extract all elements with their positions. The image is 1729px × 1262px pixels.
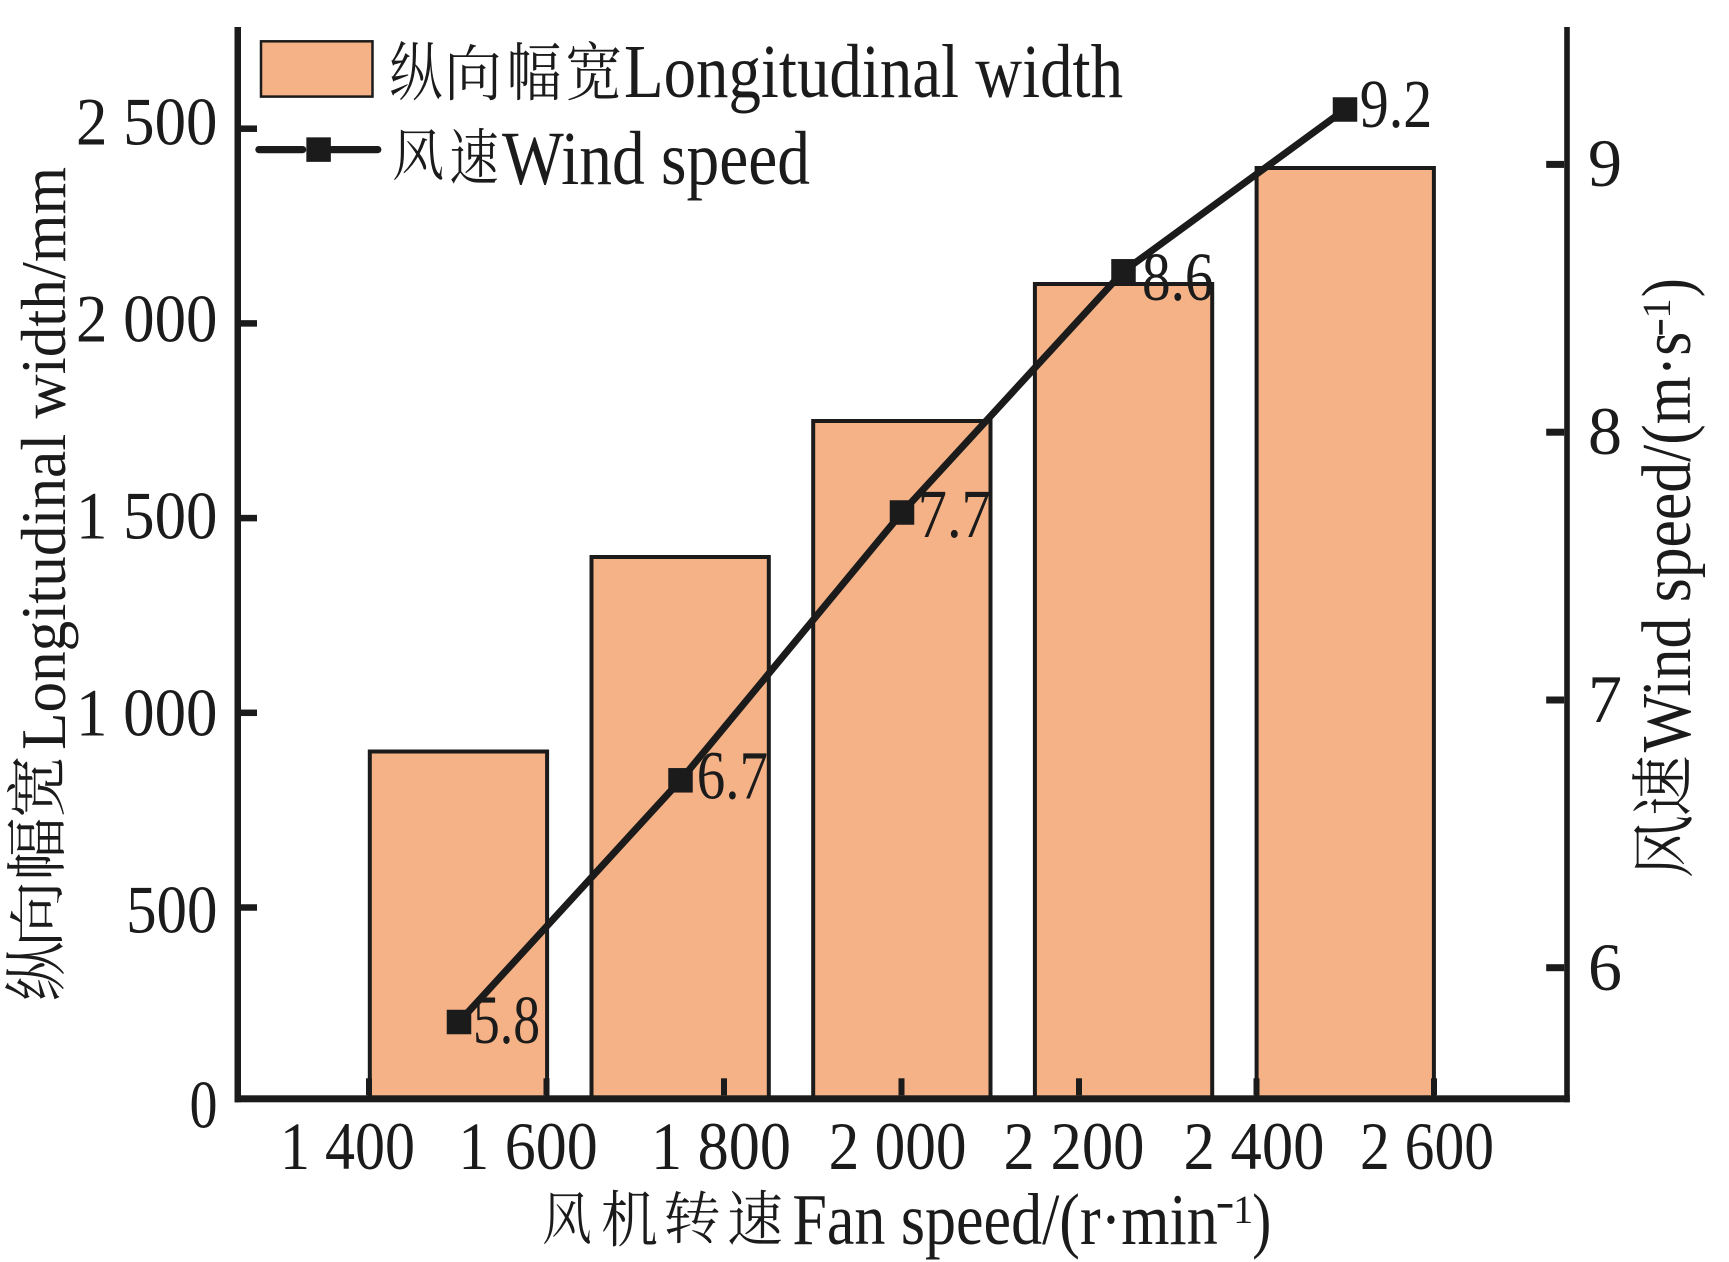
svg-text:5.8: 5.8 <box>473 982 540 1058</box>
svg-text:1 600: 1 600 <box>458 1108 598 1184</box>
svg-text:2 000: 2 000 <box>829 1108 967 1184</box>
svg-text:7: 7 <box>1588 661 1622 737</box>
svg-text:1 000: 1 000 <box>76 675 218 751</box>
svg-text:6.7: 6.7 <box>697 738 768 814</box>
svg-text:): ) <box>1252 1179 1271 1260</box>
svg-text:1 400: 1 400 <box>280 1108 415 1184</box>
svg-text:Fan speed/(r·min: Fan speed/(r·min <box>792 1179 1217 1260</box>
svg-text:1 500: 1 500 <box>76 478 218 554</box>
svg-text:Wind speed/(m·s: Wind speed/(m·s <box>1629 332 1706 752</box>
svg-text:7.7: 7.7 <box>918 476 991 552</box>
svg-text:Wind speed: Wind speed <box>502 117 810 201</box>
svg-text:2 500: 2 500 <box>76 84 218 160</box>
svg-text:500: 500 <box>126 872 217 948</box>
svg-text:8.6: 8.6 <box>1142 239 1214 315</box>
svg-text:Longitudinal width: Longitudinal width <box>624 30 1123 114</box>
svg-text:Longitudinal width/mm: Longitudinal width/mm <box>8 167 79 750</box>
svg-text:0: 0 <box>190 1067 218 1143</box>
svg-text:2 200: 2 200 <box>1004 1108 1145 1184</box>
svg-text:9.2: 9.2 <box>1360 66 1433 142</box>
svg-text:2 000: 2 000 <box>76 281 218 357</box>
svg-text:1 800: 1 800 <box>651 1108 791 1184</box>
svg-text:6: 6 <box>1588 929 1622 1005</box>
svg-text:9: 9 <box>1588 125 1622 201</box>
svg-text:8: 8 <box>1588 393 1622 469</box>
svg-text:): ) <box>1629 278 1706 297</box>
svg-text:2 600: 2 600 <box>1360 1108 1494 1184</box>
svg-text:2 400: 2 400 <box>1184 1108 1325 1184</box>
